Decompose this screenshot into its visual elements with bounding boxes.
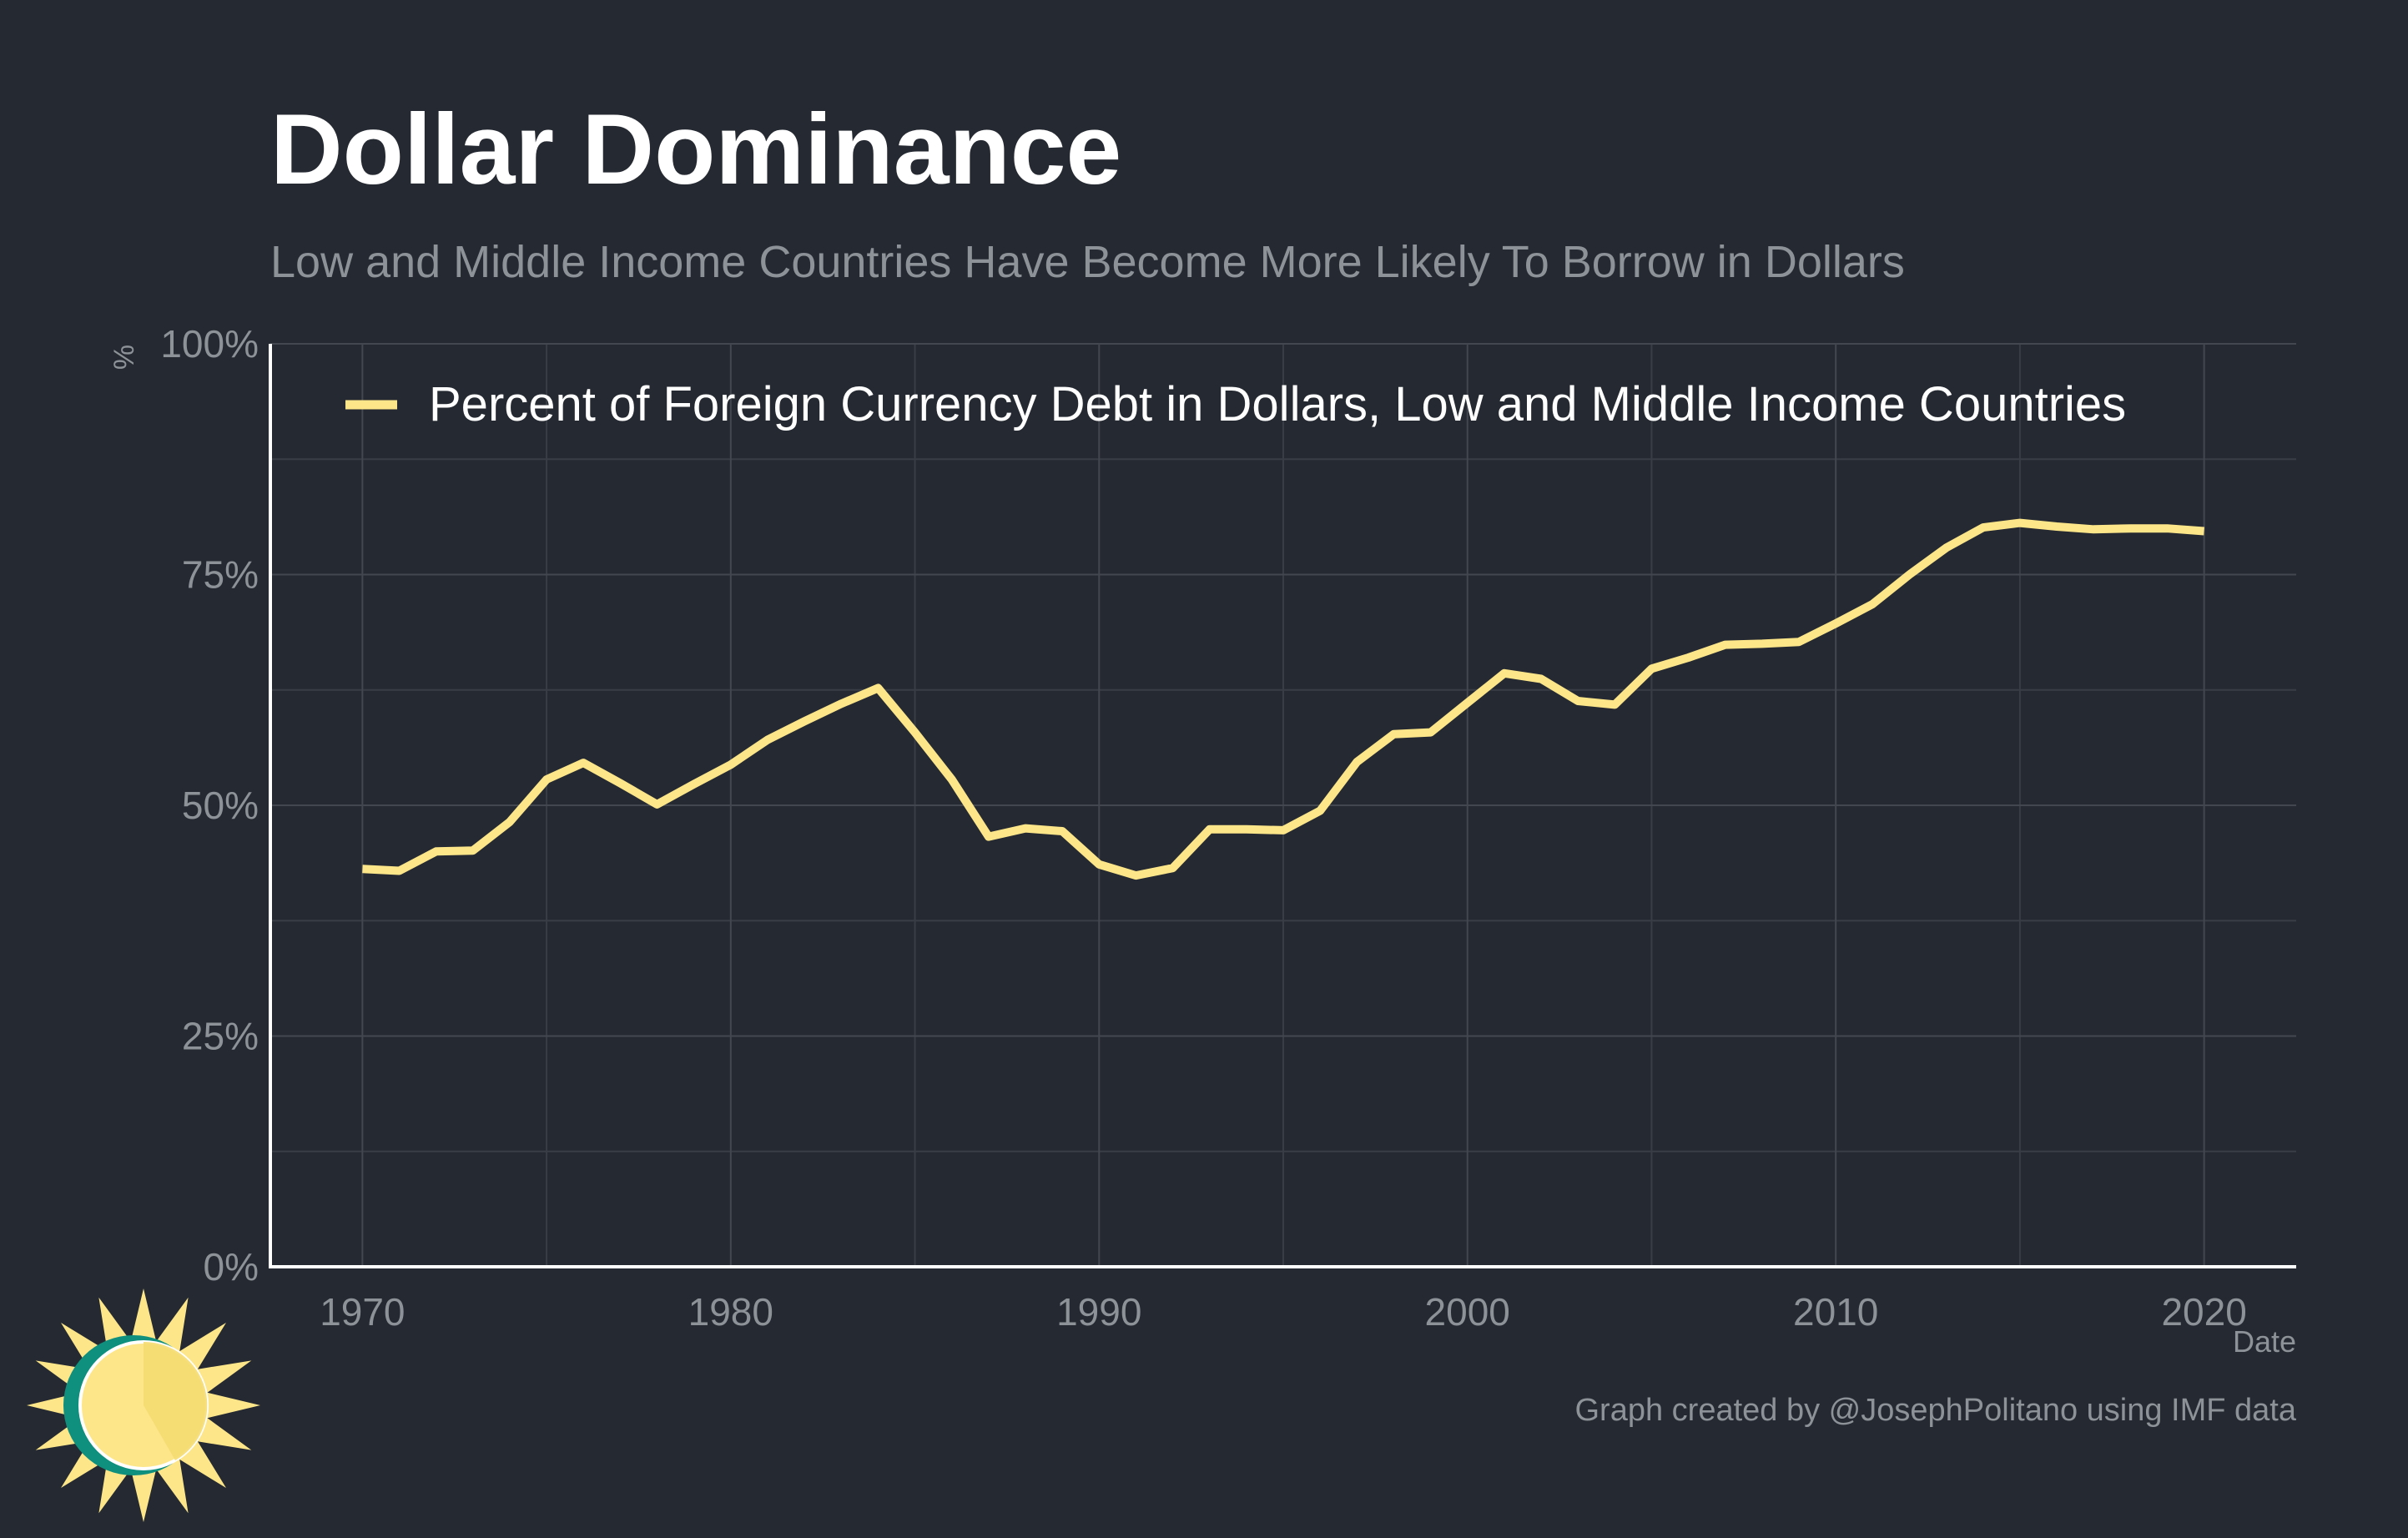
axes — [269, 344, 2296, 1268]
x-tick-label: 2000 — [1425, 1290, 1510, 1334]
series-line — [362, 518, 2204, 880]
legend: Percent of Foreign Currency Debt in Doll… — [345, 377, 2126, 431]
tick-labels: 0% 25% 50% 75% 100% 1970 1980 1990 2000 2010 2020 — [160, 322, 2246, 1334]
sun-shade — [144, 1341, 208, 1460]
x-tick-label: 1970 — [320, 1290, 405, 1334]
x-tick-label: 1990 — [1056, 1290, 1141, 1334]
y-tick-label: 50% — [182, 784, 259, 827]
legend-label: Percent of Foreign Currency Debt in Doll… — [429, 377, 2126, 431]
y-tick-label: 100% — [160, 322, 259, 366]
y-tick-label: 0% — [204, 1245, 259, 1288]
y-axis-unit-label: % — [108, 345, 140, 370]
gridlines — [270, 343, 2296, 1267]
series-layer — [362, 518, 2204, 880]
caption: Graph created by @JosephPolitano using I… — [1575, 1393, 2297, 1428]
y-tick-label: 25% — [182, 1015, 259, 1058]
y-tick-label: 75% — [182, 553, 259, 597]
chart-subtitle: Low and Middle Income Countries Have Bec… — [270, 237, 1905, 287]
x-tick-label: 2020 — [2161, 1290, 2246, 1334]
x-tick-label: 2010 — [1793, 1290, 1878, 1334]
sun-logo-icon — [27, 1288, 260, 1522]
chart-title: Dollar Dominance — [270, 93, 1121, 205]
x-axis-title: Date — [2233, 1324, 2296, 1359]
x-tick-label: 1980 — [688, 1290, 773, 1334]
